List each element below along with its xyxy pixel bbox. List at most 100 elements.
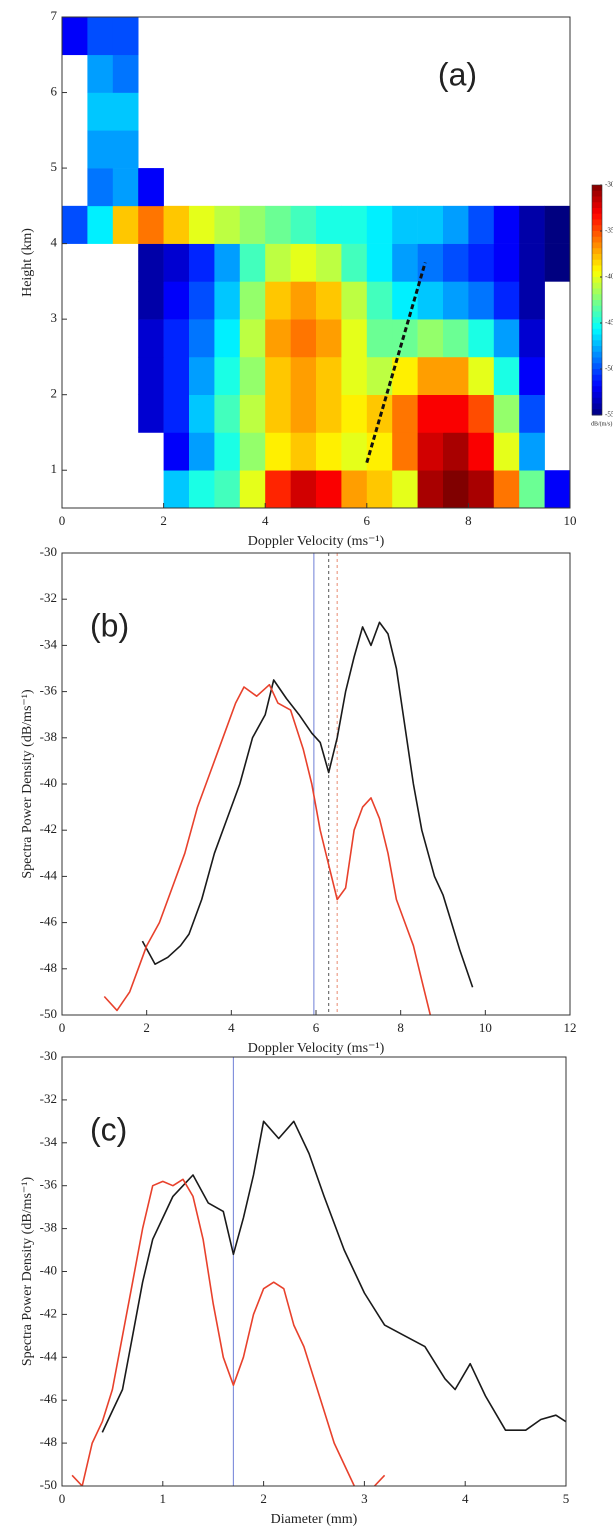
heat-cell [189, 394, 215, 433]
axes-frame [61, 1056, 567, 1487]
x-tick-label: 4 [462, 1491, 469, 1506]
colorbar-tick-label: -50 [605, 365, 613, 373]
colorbar-step [592, 277, 602, 284]
heat-cell [366, 281, 393, 320]
colorbar-step [592, 254, 602, 261]
colorbar-step [592, 219, 602, 226]
colorbar-tick-label: -55 [605, 411, 613, 419]
y-tick-label: 5 [51, 159, 58, 174]
heat-cell [366, 205, 393, 244]
x-tick-label: 4 [228, 1020, 235, 1035]
y-tick-label: -38 [40, 729, 57, 744]
heat-cell [392, 394, 418, 433]
y-tick-label: -46 [40, 1391, 58, 1406]
heat-cell [443, 470, 469, 508]
data-line [103, 683, 432, 1015]
heat-cell [341, 356, 368, 395]
colorbar-tick-label: -40 [605, 273, 613, 281]
heat-cell [62, 17, 88, 56]
colorbar-step [592, 409, 602, 416]
colorbar-step [592, 305, 602, 312]
y-tick-label: -42 [40, 1305, 57, 1320]
heat-cell [138, 243, 164, 282]
heat-cell [138, 356, 164, 395]
heat-cell [341, 243, 368, 282]
x-tick-label: 0 [59, 1020, 66, 1035]
y-axis-title: Spectra Power Density (dB/ms⁻¹) [20, 1177, 35, 1367]
heat-cell [443, 243, 469, 282]
colorbar-step [592, 208, 602, 215]
heat-cell [468, 470, 495, 508]
heat-cell [468, 243, 495, 282]
heat-cell [341, 319, 368, 358]
heat-cell [392, 470, 418, 508]
colorbar-step [592, 271, 602, 278]
heat-cell [392, 432, 418, 471]
colorbar-step [592, 323, 602, 330]
colorbar-step [592, 386, 602, 393]
heat-cell [163, 356, 190, 395]
heat-cell [417, 432, 444, 471]
x-tick-label: 8 [397, 1020, 404, 1035]
heat-cell [265, 205, 291, 244]
colorbar-step [592, 288, 602, 295]
heat-cell [214, 319, 241, 358]
y-axis-title: Height (km) [20, 228, 35, 297]
heat-cell [468, 394, 495, 433]
heat-cell [112, 54, 139, 93]
heat-cell [341, 470, 368, 508]
colorbar-step [592, 282, 602, 289]
colorbar-step [592, 357, 602, 364]
heat-cell [138, 168, 164, 207]
x-tick-label: 4 [262, 513, 269, 528]
heat-cell [417, 205, 444, 244]
x-tick-label: 5 [563, 1491, 570, 1506]
heat-cell [392, 319, 418, 358]
colorbar-step [592, 294, 602, 301]
heat-cell [468, 356, 495, 395]
x-tick-label: 8 [465, 513, 472, 528]
panel-label: (b) [90, 607, 129, 643]
y-tick-label: 3 [51, 310, 58, 325]
heat-cell [290, 356, 317, 395]
heat-cell [189, 205, 215, 244]
heat-cell [189, 281, 215, 320]
heat-cell [443, 319, 469, 358]
heat-cell [316, 394, 342, 433]
heat-cell [468, 281, 495, 320]
x-tick-label: 1 [160, 1491, 167, 1506]
heat-cell [493, 394, 520, 433]
heat-cell [214, 432, 241, 471]
heat-cell [392, 356, 418, 395]
heat-cell [239, 356, 266, 395]
heat-cell [87, 168, 114, 207]
heat-cell [214, 394, 241, 433]
heat-cell [163, 281, 190, 320]
y-tick-label: 1 [51, 461, 58, 476]
y-tick-label: -38 [40, 1220, 57, 1235]
heat-cell [493, 356, 520, 395]
heat-cell [519, 281, 545, 320]
heat-cell [265, 432, 291, 471]
heat-cell [265, 356, 291, 395]
heat-cell [316, 470, 342, 508]
heat-cell [138, 319, 164, 358]
x-tick-label: 2 [260, 1491, 267, 1506]
heat-cell [417, 281, 444, 320]
heat-cell [87, 54, 114, 93]
y-tick-label: -50 [40, 1477, 57, 1492]
heat-cell [519, 356, 545, 395]
heat-cell [493, 281, 520, 320]
data-line [101, 1120, 566, 1433]
heat-cell [443, 205, 469, 244]
heat-cell [366, 356, 393, 395]
colorbar-step [592, 346, 602, 353]
heat-cell [138, 205, 164, 244]
heat-cell [189, 319, 215, 358]
heat-cell [519, 394, 545, 433]
heat-cell [493, 319, 520, 358]
colorbar-step [592, 374, 602, 381]
y-tick-label: -34 [40, 1134, 58, 1149]
heat-cell [493, 470, 520, 508]
y-tick-label: 4 [51, 235, 58, 250]
